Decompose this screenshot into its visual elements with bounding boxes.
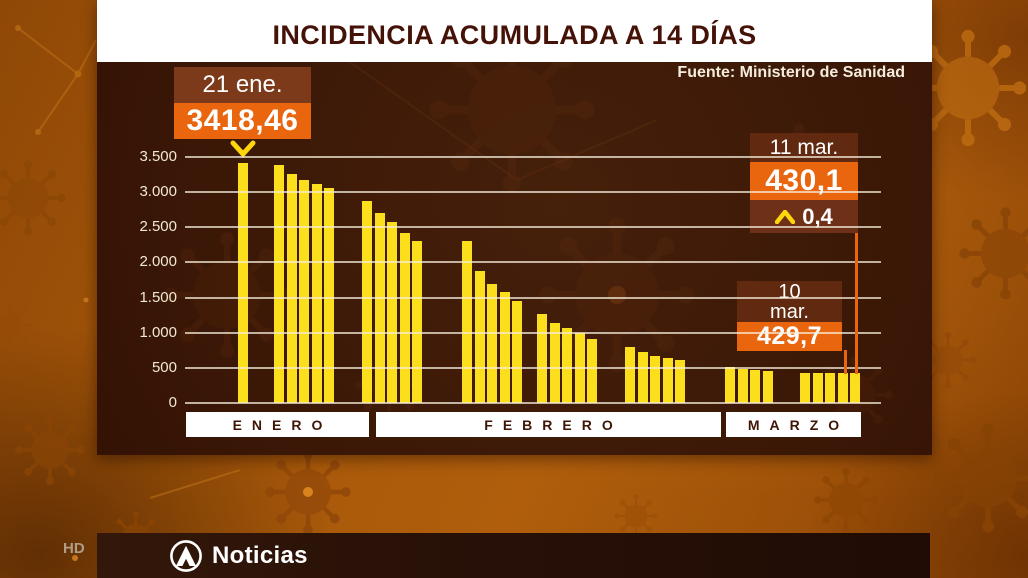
- peak-callout: 21 ene. 3418,46: [174, 67, 311, 139]
- bar: [662, 357, 673, 403]
- bar: [474, 270, 485, 403]
- bar: [837, 372, 848, 403]
- virus-icon: [265, 449, 350, 534]
- previous-date: 10 mar.: [737, 281, 842, 322]
- bar: [487, 284, 497, 403]
- y-gridline: [185, 366, 881, 369]
- hd-badge: HD: [63, 540, 85, 557]
- virus-icon: [0, 303, 32, 348]
- bar: [750, 370, 760, 403]
- y-gridline: [185, 296, 881, 299]
- y-gridline: [185, 156, 881, 158]
- virus-icon: [15, 415, 85, 485]
- bar: [625, 346, 635, 403]
- chevron-down-icon: [230, 140, 256, 158]
- bar: [549, 322, 560, 403]
- antena3-logo-icon: [170, 539, 202, 572]
- bar: [374, 212, 385, 403]
- y-axis-tick-label: 2.500: [139, 218, 177, 236]
- bar: [362, 200, 372, 403]
- bar: [462, 240, 472, 403]
- y-axis-tick-label: 3.000: [139, 183, 177, 201]
- x-axis-month-enero: ENERO: [186, 412, 369, 437]
- previous-value: 429,7: [737, 322, 842, 351]
- virus-icon: [959, 207, 1028, 299]
- y-axis-tick-label: 1.500: [139, 288, 177, 306]
- y-axis-tick-label: 0: [168, 394, 177, 411]
- bar: [725, 366, 735, 403]
- bar: [825, 373, 835, 403]
- bar: [675, 360, 685, 403]
- page-title: INCIDENCIA ACUMULADA A 14 DÍAS: [272, 20, 757, 50]
- latest-value: 430,1: [750, 162, 858, 200]
- bar: [650, 355, 660, 403]
- y-axis-tick-label: 1.000: [139, 323, 177, 341]
- bar: [324, 187, 334, 403]
- latest-pointer-line: [855, 233, 858, 374]
- title-bar: INCIDENCIA ACUMULADA A 14 DÍAS: [97, 0, 932, 62]
- bar: [311, 183, 322, 403]
- peak-value: 3418,46: [174, 103, 311, 139]
- bar-chart: 3.500 3.000 2.500 2.000 1.500 1.000 500 0: [139, 148, 881, 411]
- bar: [299, 179, 309, 403]
- y-gridline: [185, 261, 881, 264]
- latest-callout: 11 mar. 430,1 0,4: [750, 133, 858, 233]
- y-axis-tick-label: 2.000: [139, 253, 177, 271]
- source-credit: Fuente: Ministerio de Sanidad: [677, 64, 905, 81]
- bar: [512, 300, 522, 403]
- previous-pointer-line: [844, 350, 847, 374]
- infographic-panel: INCIDENCIA ACUMULADA A 14 DÍAS Fuente: M…: [97, 0, 932, 455]
- x-axis-month-febrero: FEBRERO: [376, 412, 721, 437]
- y-gridline: [185, 402, 881, 404]
- y-gridline: [185, 331, 881, 334]
- bar: [762, 371, 773, 403]
- bar: [737, 368, 748, 403]
- bar: [587, 338, 597, 403]
- latest-change-value: 0,4: [802, 203, 833, 229]
- bar: [850, 372, 860, 403]
- previous-callout: 10 mar. 429,7: [737, 281, 842, 351]
- bar: [800, 373, 810, 403]
- bar: [812, 373, 823, 403]
- bar: [412, 241, 422, 403]
- bar: [387, 222, 397, 403]
- virus-icon: [814, 468, 878, 532]
- x-axis-month-marzo: MARZO: [726, 412, 861, 437]
- channel-bar: Noticias: [97, 533, 930, 578]
- y-gridline: [185, 226, 881, 229]
- bar: [399, 232, 410, 403]
- y-gridline: [185, 191, 881, 194]
- previous-date-day: 10: [778, 280, 801, 303]
- bar: [637, 351, 648, 403]
- virus-icon: [934, 424, 1028, 533]
- y-axis-tick-label: 3.500: [139, 148, 177, 165]
- peak-date: 21 ene.: [174, 67, 311, 103]
- bar: [537, 314, 547, 403]
- virus-icon: [615, 495, 658, 538]
- caret-up-icon: [775, 209, 796, 224]
- brand-name: Noticias: [212, 541, 308, 569]
- virus-icon: [0, 160, 66, 236]
- previous-date-month: mar.: [770, 300, 809, 323]
- bar: [499, 292, 510, 403]
- bar: [562, 327, 572, 403]
- y-axis-tick-label: 500: [151, 358, 177, 376]
